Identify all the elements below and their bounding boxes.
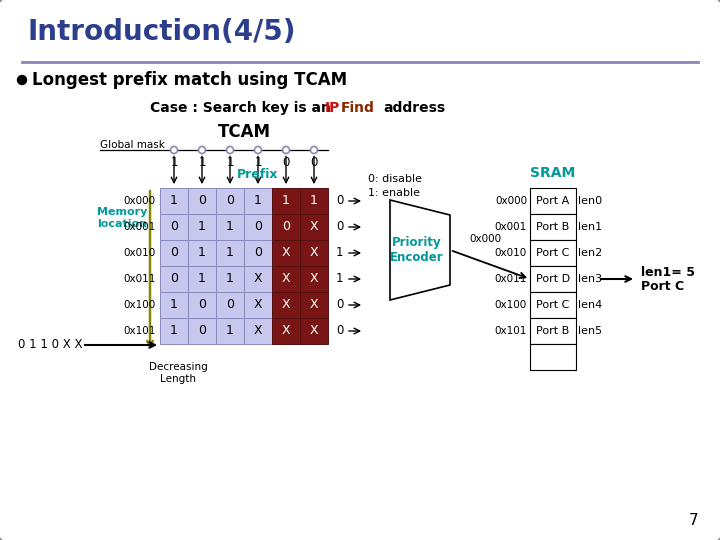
Text: 1: 1 (254, 157, 262, 170)
Text: 1: 1 (226, 220, 234, 233)
Text: Priority
Encoder: Priority Encoder (390, 236, 444, 264)
Text: X: X (282, 273, 290, 286)
Text: 0: 0 (336, 325, 343, 338)
Bar (160, 266, 188, 292)
Bar (300, 318, 328, 344)
Text: Case : Search key is an: Case : Search key is an (150, 101, 331, 115)
Bar (160, 214, 188, 240)
Text: 1: 1 (198, 157, 206, 170)
Bar (244, 266, 272, 292)
Text: X: X (253, 273, 262, 286)
Text: Port A: Port A (536, 196, 570, 206)
Text: 0 1 1 0 X X: 0 1 1 0 X X (18, 339, 83, 352)
Circle shape (17, 76, 27, 84)
Bar (300, 240, 328, 266)
Text: X: X (253, 299, 262, 312)
Bar (188, 240, 216, 266)
Bar (530, 188, 576, 214)
Text: 0: 0 (170, 246, 178, 260)
Text: 0x010: 0x010 (124, 248, 156, 258)
Bar (530, 344, 576, 370)
Text: 7: 7 (688, 513, 698, 528)
Text: Port C: Port C (536, 248, 570, 258)
Text: 0x100: 0x100 (495, 300, 527, 310)
Text: 0: 0 (198, 299, 206, 312)
Text: 1: 1 (310, 194, 318, 207)
Text: X: X (310, 325, 318, 338)
Text: len1: len1 (578, 222, 602, 232)
Bar (272, 188, 300, 214)
Text: 0: 0 (254, 220, 262, 233)
Text: len0: len0 (578, 196, 602, 206)
Text: X: X (310, 246, 318, 260)
Text: 1: 1 (336, 246, 343, 260)
Text: 0: 0 (282, 220, 290, 233)
Text: 0x011: 0x011 (495, 274, 527, 284)
Circle shape (310, 146, 318, 153)
Text: Port C: Port C (536, 300, 570, 310)
Circle shape (199, 146, 205, 153)
Text: Global mask: Global mask (100, 140, 165, 150)
Text: 0x101: 0x101 (495, 326, 527, 336)
Bar (188, 214, 216, 240)
Text: 1: 1 (226, 246, 234, 260)
Text: Memory
location: Memory location (96, 207, 147, 229)
Text: Port B: Port B (536, 222, 570, 232)
Text: 0x000: 0x000 (469, 234, 501, 244)
Text: 0: 0 (254, 246, 262, 260)
Text: 1: enable: 1: enable (368, 188, 420, 198)
Text: 1: 1 (254, 194, 262, 207)
Text: 1: 1 (226, 273, 234, 286)
Circle shape (282, 146, 289, 153)
Text: 0: 0 (336, 194, 343, 207)
Text: len5: len5 (578, 326, 602, 336)
Circle shape (227, 146, 233, 153)
Bar (188, 318, 216, 344)
Text: 1: 1 (170, 157, 178, 170)
Text: Introduction(4/5): Introduction(4/5) (28, 18, 297, 46)
Bar (530, 292, 576, 318)
Text: 1: 1 (226, 157, 234, 170)
Bar (216, 292, 244, 318)
Text: 1: 1 (170, 194, 178, 207)
Text: X: X (282, 299, 290, 312)
Bar (216, 266, 244, 292)
Bar (300, 266, 328, 292)
Text: 0: 0 (226, 194, 234, 207)
Text: X: X (282, 246, 290, 260)
Text: 0: 0 (282, 157, 289, 170)
Text: X: X (310, 220, 318, 233)
Text: 1: 1 (198, 273, 206, 286)
Text: X: X (253, 325, 262, 338)
Text: len4: len4 (578, 300, 602, 310)
Text: len2: len2 (578, 248, 602, 258)
Text: 0: 0 (170, 273, 178, 286)
Bar (530, 240, 576, 266)
Text: 0: 0 (310, 157, 318, 170)
Text: IP: IP (325, 101, 341, 115)
Bar (216, 188, 244, 214)
Bar (216, 318, 244, 344)
Circle shape (171, 146, 178, 153)
Text: 0: 0 (336, 220, 343, 233)
Text: 1: 1 (198, 246, 206, 260)
Bar (160, 240, 188, 266)
Text: 0: 0 (170, 220, 178, 233)
Text: 0: disable: 0: disable (368, 174, 422, 184)
Text: 1: 1 (198, 220, 206, 233)
Bar (160, 318, 188, 344)
Bar (272, 292, 300, 318)
Bar (160, 292, 188, 318)
Bar (188, 292, 216, 318)
Bar (244, 318, 272, 344)
Text: X: X (282, 325, 290, 338)
Text: Port D: Port D (536, 274, 570, 284)
Polygon shape (390, 200, 450, 300)
Text: 0x001: 0x001 (495, 222, 527, 232)
Text: 0x001: 0x001 (124, 222, 156, 232)
Text: 0: 0 (336, 299, 343, 312)
Text: 0x011: 0x011 (124, 274, 156, 284)
Text: 0x010: 0x010 (495, 248, 527, 258)
Text: len3: len3 (578, 274, 602, 284)
